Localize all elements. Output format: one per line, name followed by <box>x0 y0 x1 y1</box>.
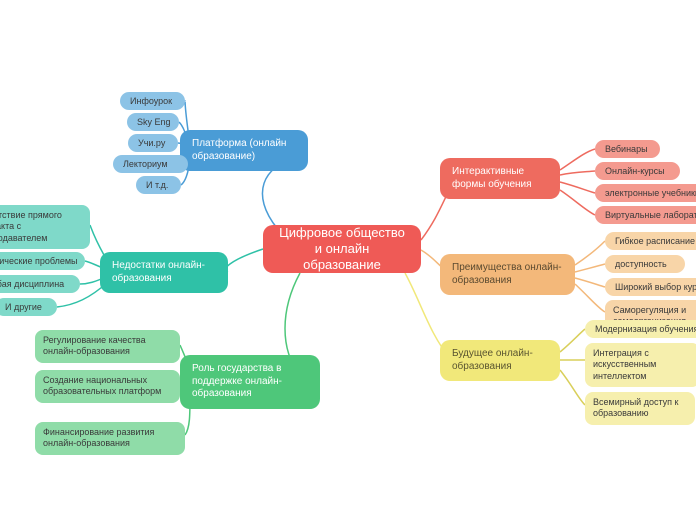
branch-advantages[interactable]: Преимущества онлайн-образования <box>440 254 575 295</box>
center-node[interactable]: Цифровое общество и онлайн образование <box>263 225 421 273</box>
leaf-state-0[interactable]: Регулирование качества онлайн-образовани… <box>35 330 180 363</box>
leaf-state-1[interactable]: Создание национальных образовательных пл… <box>35 370 180 403</box>
leaf-state-2[interactable]: Финансирование развития онлайн-образован… <box>35 422 185 455</box>
leaf-interactive-0[interactable]: Вебинары <box>595 140 660 158</box>
branch-platform[interactable]: Платформа (онлайн образование) <box>180 130 308 171</box>
leaf-platform-2[interactable]: Учи.ру <box>128 134 178 152</box>
leaf-platform-4[interactable]: И т.д. <box>136 176 181 194</box>
branch-drawbacks[interactable]: Недостатки онлайн-образования <box>100 252 228 293</box>
leaf-advantages-2[interactable]: Широкий выбор курсов <box>605 278 696 296</box>
leaf-drawbacks-0[interactable]: Отсутствие прямого контакта с преподават… <box>0 205 90 249</box>
leaf-advantages-1[interactable]: доступность <box>605 255 685 273</box>
leaf-advantages-0[interactable]: Гибкое расписание <box>605 232 696 250</box>
leaf-platform-0[interactable]: Инфоурок <box>120 92 185 110</box>
leaf-platform-1[interactable]: Sky Eng <box>127 113 179 131</box>
leaf-drawbacks-2[interactable]: Слабая дисциплина <box>0 275 80 293</box>
branch-future[interactable]: Будущее онлайн-образования <box>440 340 560 381</box>
leaf-future-2[interactable]: Всемирный доступ к образованию <box>585 392 695 425</box>
leaf-interactive-1[interactable]: Онлайн-курсы <box>595 162 680 180</box>
leaf-interactive-2[interactable]: электронные учебники <box>595 184 696 202</box>
branch-state[interactable]: Роль государства в поддержке онлайн-обра… <box>180 355 320 409</box>
branch-interactive[interactable]: Интерактивные формы обучения <box>440 158 560 199</box>
leaf-future-1[interactable]: Интеграция с искусственным интеллектом <box>585 343 696 387</box>
leaf-drawbacks-3[interactable]: И другие <box>0 298 57 316</box>
leaf-platform-3[interactable]: Лекториум <box>113 155 188 173</box>
leaf-drawbacks-1[interactable]: Технические проблемы <box>0 252 85 270</box>
leaf-future-0[interactable]: Модернизация обучения <box>585 320 696 338</box>
leaf-interactive-3[interactable]: Виртуальные лаборатории <box>595 206 696 224</box>
